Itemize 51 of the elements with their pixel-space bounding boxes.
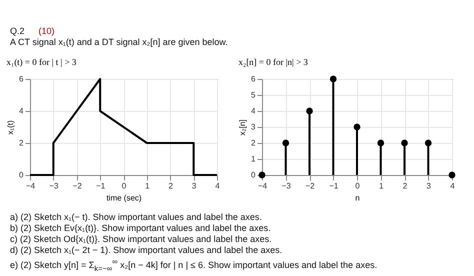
point: [354, 124, 360, 130]
text: e) (2) Sketch y[n] = Σ$_{k=−∞}$$^{∞}$ x₂[n − 4k] for | n | ≤ 6. Show important values and label the axes.: [10, 256, 378, 274]
x-axis-title: n: [355, 194, 360, 202]
x-tick-label: 2: [402, 182, 408, 190]
x-tick-label: 4: [215, 182, 220, 190]
x-tick-label: 2: [168, 182, 174, 190]
x-tick-label: 3: [192, 182, 197, 190]
point: [330, 76, 337, 82]
y-tick-label: 5: [251, 90, 256, 100]
chart-title: x₂[n] = 0 for |n| > 3: [238, 57, 308, 67]
x-tick-label: 0: [355, 182, 360, 190]
x-tick-label: 4: [450, 182, 456, 190]
point: [282, 140, 290, 146]
point: [306, 108, 313, 114]
x-tick-label: 0: [122, 182, 127, 190]
x-tick-label: −2: [72, 182, 82, 190]
text: (10): [38, 26, 55, 36]
x-axis-title: time (sec): [106, 194, 142, 202]
y-tick-label: 3: [251, 122, 256, 132]
x-tick-label: −1: [96, 182, 106, 190]
x-tick-label: 1: [379, 182, 384, 190]
x-tick-label: −4: [258, 182, 268, 190]
text: d) (2) Sketch x₁(− 2t − 1). Show important values and label the axes.: [10, 245, 284, 256]
point: [401, 140, 408, 146]
y-tick-label: 2: [251, 138, 256, 148]
x-tick-label: −2: [305, 182, 316, 190]
y-axis-title: x₂[n]: [238, 120, 248, 136]
chart-title: x₁(t) = 0 for | t | > 3: [6, 57, 77, 67]
x-tick-label: −3: [282, 182, 292, 190]
x-tick-label: −3: [49, 182, 59, 190]
y-tick-label: 0: [251, 170, 256, 180]
y-tick-label: 4: [19, 106, 24, 116]
y-tick-label: 4: [251, 106, 256, 116]
x-tick-label: −1: [329, 182, 339, 190]
x-tick-label: −4: [26, 182, 36, 190]
y-tick-label: 0: [19, 170, 24, 180]
point: [377, 140, 384, 146]
x-tick-label: 1: [145, 182, 150, 190]
point: [448, 172, 456, 178]
text: A CT signal x₁(t) and a DT signal x₂[n] are given below.: [10, 37, 228, 48]
x-tick-label: 3: [426, 182, 432, 190]
text: a) (2) Sketch x₁(− t). Show important values and label the axes.: [10, 212, 263, 223]
y-tick-label: 1: [251, 154, 256, 164]
point: [424, 140, 432, 146]
y-tick-label: 6: [251, 74, 256, 84]
text: Q.2: [10, 26, 25, 36]
y-tick-label: 2: [19, 138, 24, 148]
y-tick-label: 6: [19, 74, 24, 84]
text: c) (2) Sketch Od{x₁(t)}. Show important values and label the axes.: [10, 234, 273, 245]
text: b) (2) Sketch Ev{x₁(t)}. Show important values and label the axes.: [10, 223, 272, 234]
y-axis-title: x₁(t): [6, 120, 16, 135]
